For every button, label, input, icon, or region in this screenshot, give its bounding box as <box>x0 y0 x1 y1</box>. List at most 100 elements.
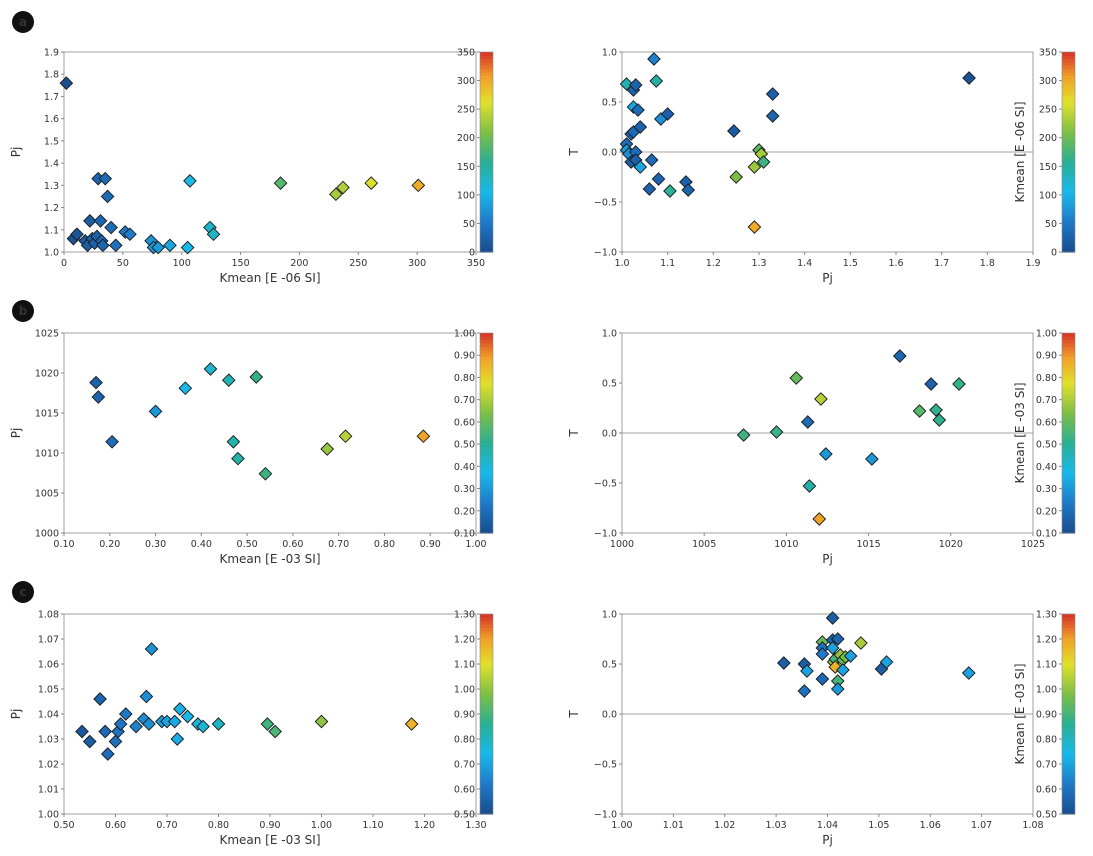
colorbar-frame <box>479 51 494 253</box>
data-point <box>800 415 815 429</box>
colorbar-segment <box>480 506 493 511</box>
colorbar-segment <box>480 118 493 123</box>
colorbar-segment <box>480 767 493 772</box>
y-tick-label: 1.3 <box>44 181 59 192</box>
colorbar-segment <box>1062 650 1075 655</box>
colorbar-segment <box>1062 704 1075 708</box>
colorbar-segment <box>1062 105 1075 110</box>
colorbar-segment <box>480 238 493 243</box>
colorbar-segment <box>1062 727 1075 732</box>
colorbar-segment <box>480 218 493 223</box>
colorbar-segment <box>1062 807 1075 812</box>
y-tick-label: 1.08 <box>38 610 59 621</box>
data-point <box>631 103 645 117</box>
data-point <box>167 714 182 729</box>
data-point <box>815 647 830 661</box>
colorbar-segment <box>1062 754 1075 758</box>
x-tick-label: 0.10 <box>53 539 74 550</box>
colorbar-segment <box>480 242 493 246</box>
colorbar-segment <box>480 172 493 176</box>
colorbar-segment <box>1062 228 1075 233</box>
x-tick-label: 1.07 <box>971 820 992 831</box>
data-point <box>163 238 177 253</box>
x-tick-label: 1.06 <box>920 820 941 831</box>
colorbar-tick-label: 150 <box>1039 162 1057 173</box>
colorbar-segment <box>1062 406 1075 411</box>
colorbar-tick-label: 0.50 <box>1036 440 1057 451</box>
colorbar-tick-label: 0.80 <box>1036 373 1057 384</box>
data-point <box>314 714 329 729</box>
colorbar-segment <box>480 620 493 625</box>
colorbar-segment <box>480 810 493 815</box>
colorbar-segment <box>1062 767 1075 772</box>
y-tick-label: 1.02 <box>38 760 59 771</box>
colorbar-segment <box>480 794 493 798</box>
y-axis-label: T <box>567 429 581 438</box>
colorbar-tick-label: 0 <box>1051 248 1057 259</box>
colorbar-segment <box>1062 198 1075 203</box>
data-point <box>663 184 677 198</box>
colorbar-segment <box>480 235 493 240</box>
data-point <box>338 429 353 444</box>
colorbar-segment <box>480 513 493 517</box>
colorbar-segment <box>1062 178 1075 183</box>
colorbar-segment <box>480 439 493 444</box>
colorbar-segment <box>1062 463 1075 467</box>
colorbar-segment <box>480 225 493 230</box>
colorbar-segment <box>480 393 493 397</box>
colorbar-segment <box>1062 810 1075 815</box>
colorbar-segment <box>480 132 493 136</box>
y-tick-label: −0.5 <box>594 198 617 209</box>
colorbar-segment <box>1062 740 1075 745</box>
colorbar-segment <box>480 208 493 213</box>
colorbar-segment <box>480 787 493 792</box>
colorbar-segment <box>480 737 493 742</box>
colorbar-segment <box>480 650 493 655</box>
colorbar-segment <box>480 757 493 762</box>
colorbar-segment <box>480 58 493 63</box>
colorbar-segment <box>1062 680 1075 685</box>
colorbar-segment <box>1062 108 1075 113</box>
data-point <box>108 238 123 253</box>
colorbar-segment <box>480 734 493 738</box>
colorbar-frame <box>479 332 494 534</box>
chart-a-right: 1.0 1.1 1.2 1.3 1.4 1.5 1.6 1.7 1.8 1.9 −1.0 −0.5 0.… <box>567 48 1076 285</box>
colorbar-segment <box>1062 98 1075 103</box>
colorbar: 0.10 0.20 0.30 0.40 0.50 0.60 0.70 0.80 0.90 1.00 <box>454 329 494 540</box>
colorbar-segment <box>480 65 493 70</box>
colorbar-segment <box>480 529 493 534</box>
colorbar-tick-label: 0.80 <box>454 373 475 384</box>
colorbar-segment <box>1062 687 1075 692</box>
data-point <box>139 689 154 704</box>
data-point <box>797 684 812 698</box>
colorbar-segment <box>1062 238 1075 243</box>
y-tick-label: 1.03 <box>38 735 59 746</box>
colorbar-segment <box>480 336 493 341</box>
y-tick-label: −1.0 <box>594 529 617 540</box>
colorbar-segment <box>480 476 493 481</box>
colorbar-segment <box>1062 436 1075 441</box>
colorbar-segment <box>480 760 493 765</box>
data-point <box>93 692 107 706</box>
colorbar-segment <box>480 366 493 371</box>
data-point <box>98 724 113 739</box>
colorbar-segment <box>1062 516 1075 521</box>
y-tick-label: 1.05 <box>38 685 59 696</box>
colorbar-segment <box>1062 248 1075 253</box>
data-point <box>59 76 74 90</box>
colorbar-segment <box>1062 205 1075 210</box>
colorbar-segment <box>1062 396 1075 401</box>
x-tick-label: 0.70 <box>328 539 349 550</box>
colorbar-segment <box>1062 714 1075 718</box>
colorbar-segment <box>480 690 493 695</box>
colorbar-segment <box>1062 800 1075 805</box>
colorbar-segment <box>1062 52 1075 56</box>
colorbar-segment <box>480 403 493 407</box>
data-point <box>203 362 218 376</box>
data-point <box>142 717 156 731</box>
data-point <box>765 87 780 101</box>
colorbar-segment <box>480 717 493 722</box>
colorbar-segment <box>480 232 493 236</box>
colorbar-segment <box>1062 640 1075 645</box>
colorbar-segment <box>1062 78 1075 83</box>
